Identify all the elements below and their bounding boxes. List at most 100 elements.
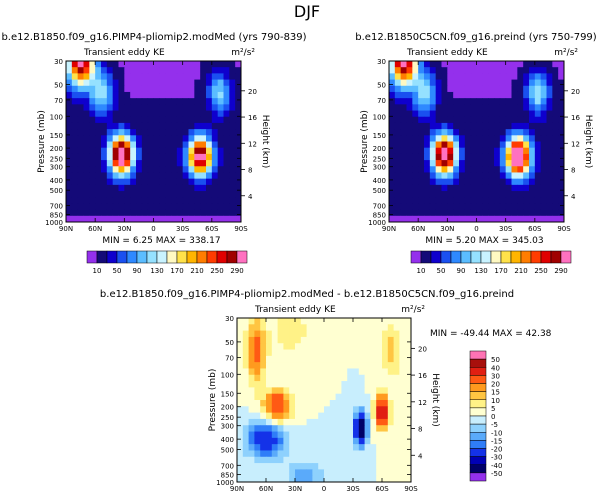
y-tick-label: 50 <box>377 81 386 89</box>
heatmap-cell <box>523 209 530 217</box>
heatmap-cell <box>66 91 73 99</box>
colorbar-label: 50 <box>437 267 446 275</box>
heatmap-cell <box>229 191 236 198</box>
heatmap-cell <box>242 431 249 439</box>
heatmap-cell <box>400 153 407 161</box>
heatmap-cell <box>482 160 489 167</box>
heatmap-cell <box>324 355 331 363</box>
heatmap-cell <box>289 324 296 332</box>
heatmap-cell <box>540 197 547 204</box>
heatmap-cell <box>324 324 331 332</box>
heatmap-cell <box>499 135 507 142</box>
heatmap-cell <box>358 425 365 432</box>
heatmap-cell <box>400 147 407 155</box>
heatmap-cell <box>211 122 219 130</box>
heatmap-cell <box>101 104 108 111</box>
heatmap-cell <box>546 166 553 173</box>
colorbar-swatch <box>560 250 572 264</box>
heatmap-cell <box>112 147 119 155</box>
heatmap-cell <box>229 166 236 173</box>
heatmap-cell <box>441 61 448 68</box>
heatmap-cell <box>482 110 489 118</box>
heatmap-cell <box>289 418 296 426</box>
heatmap-cell <box>389 197 396 204</box>
heatmap-cell <box>266 318 273 325</box>
heatmap-cell <box>435 191 442 198</box>
heatmap-cell <box>406 79 413 87</box>
heatmap-cell <box>511 85 518 93</box>
heatmap-cell <box>399 400 406 407</box>
heatmap-cell <box>147 166 154 173</box>
heatmap-cell <box>470 141 477 149</box>
heatmap-cell <box>223 91 230 99</box>
heatmap-cell <box>248 425 255 432</box>
heatmap-cell <box>237 425 244 432</box>
heatmap-cell <box>441 122 448 130</box>
heatmap-cell <box>523 197 530 204</box>
heatmap-cell <box>112 203 119 211</box>
heatmap-cell <box>470 191 477 198</box>
heatmap-cell <box>312 368 319 376</box>
heatmap-cell <box>353 355 360 363</box>
heatmap-cell <box>447 203 454 211</box>
heatmap-cell <box>505 166 512 173</box>
heatmap-cell <box>464 160 472 167</box>
heatmap-cell <box>229 91 236 99</box>
heatmap-cell <box>540 135 547 142</box>
heatmap-cell <box>459 209 466 217</box>
heatmap-cell <box>83 197 90 204</box>
heatmap-cell <box>429 61 437 68</box>
heatmap-cell <box>405 393 412 401</box>
heatmap-cell <box>237 387 244 395</box>
heatmap-cell <box>235 141 242 149</box>
heatmap-cell <box>499 129 507 136</box>
heatmap-cell <box>235 203 242 211</box>
heatmap-cell <box>494 91 501 99</box>
heatmap-cell <box>254 349 261 357</box>
heatmap-cell <box>494 79 501 87</box>
heatmap-cell <box>534 166 542 173</box>
heatmap-cell <box>283 349 290 357</box>
heatmap-cell <box>400 166 407 173</box>
heatmap-cell <box>393 368 400 376</box>
heatmap-cell <box>341 456 348 464</box>
heatmap-cell <box>89 178 96 186</box>
heatmap-cell <box>182 104 189 111</box>
heatmap-cell <box>89 67 96 74</box>
heatmap-cell <box>141 91 149 99</box>
heatmap-cell <box>353 381 360 388</box>
heatmap-cell <box>464 129 472 136</box>
heatmap-cell <box>223 178 230 186</box>
heatmap-cell <box>505 61 512 68</box>
heatmap-cell <box>95 209 102 217</box>
heatmap-cell <box>223 203 230 211</box>
colorbar-label: 290 <box>554 267 567 275</box>
heatmap-cell <box>389 141 396 149</box>
heatmap-cell <box>400 116 407 124</box>
heatmap-cell <box>217 104 224 111</box>
heatmap-cell <box>295 349 302 357</box>
heatmap-cell <box>464 209 472 217</box>
heatmap-cell <box>405 362 412 369</box>
heatmap-cell <box>453 135 460 142</box>
heatmap-cell <box>353 324 360 332</box>
heatmap-cell <box>494 67 501 74</box>
heatmap-cell <box>376 393 383 401</box>
heatmap-cell <box>83 129 90 136</box>
heatmap-cell <box>517 73 524 80</box>
heatmap-cell <box>406 153 413 161</box>
y-tick-label: 700 <box>50 203 63 211</box>
heatmap-cell <box>182 160 189 167</box>
heatmap-cell <box>211 184 219 192</box>
colorbar-swatch <box>469 432 487 441</box>
heatmap-cell <box>488 178 495 186</box>
heatmap-cell <box>389 184 396 192</box>
y-tick-label: 850 <box>221 471 234 479</box>
heatmap-cell <box>237 368 244 376</box>
heatmap-cell <box>101 129 108 136</box>
heatmap-cell <box>147 172 154 180</box>
heatmap-cell <box>223 191 230 198</box>
heatmap-cell <box>447 141 454 149</box>
heatmap-cell <box>194 91 201 99</box>
heatmap-cell <box>89 61 96 68</box>
